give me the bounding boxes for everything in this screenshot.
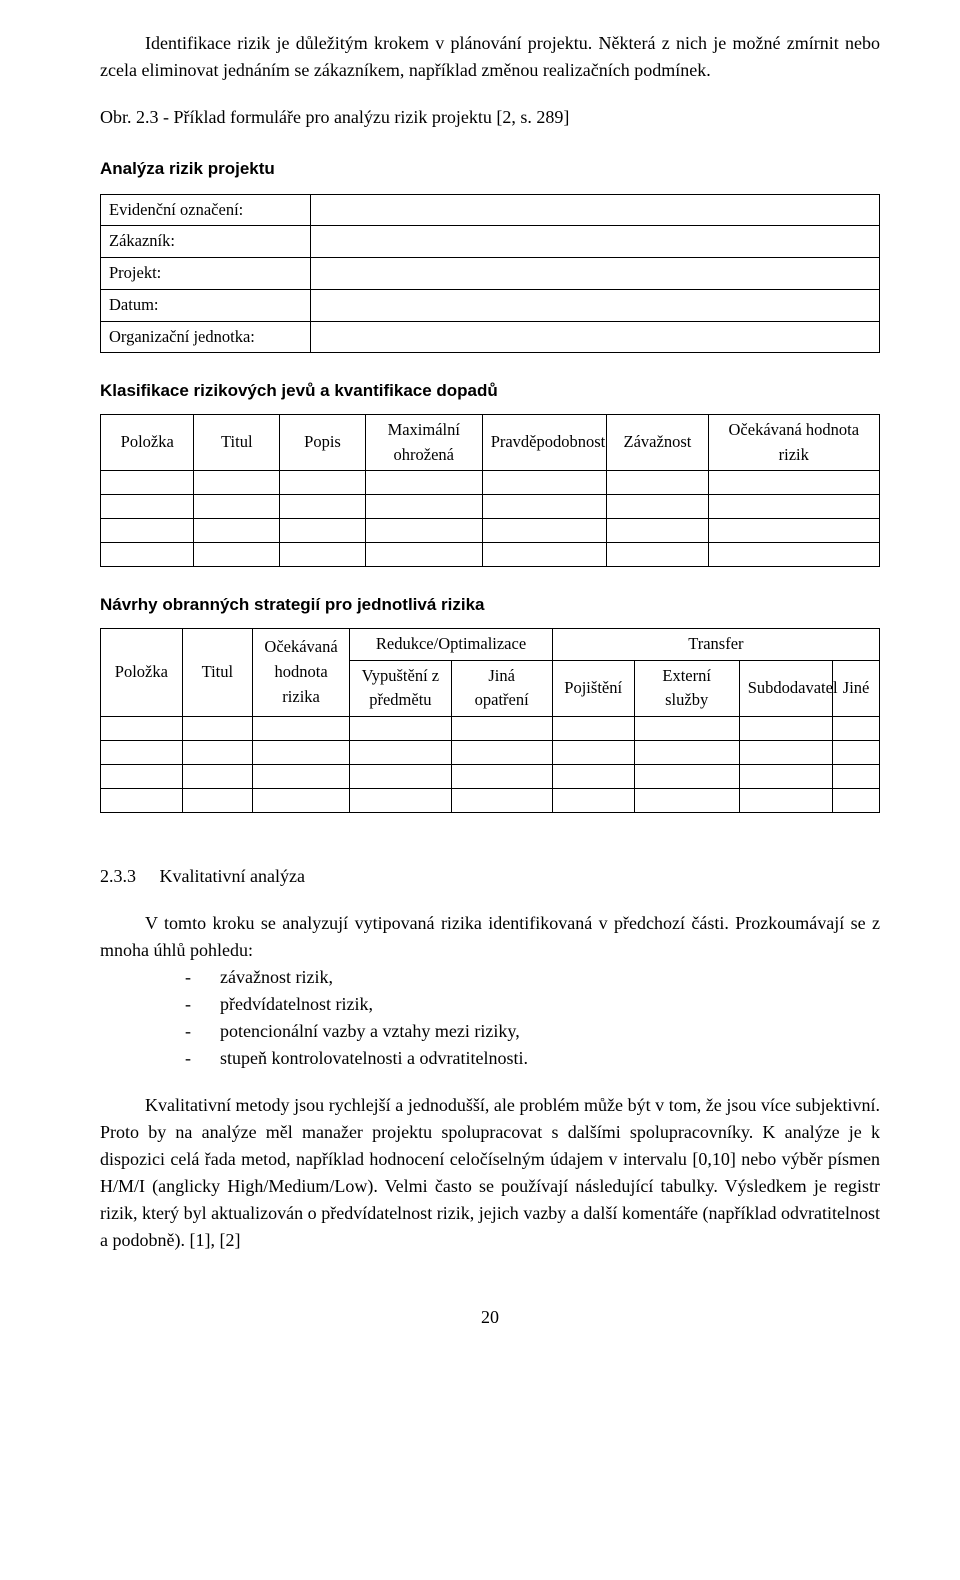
col-header: Vypuštění z předmětu (350, 660, 451, 717)
value-cell (311, 194, 880, 226)
col-header: Pojištění (552, 660, 634, 717)
form-title: Analýza rizik projektu (100, 156, 880, 182)
col-header: Popis (280, 414, 366, 471)
col-header: Položka (101, 414, 194, 471)
col-header: Očekávaná hodnota rizik (708, 414, 879, 471)
table-row: Evidenční označení: (101, 194, 880, 226)
table-row (101, 717, 880, 741)
col-header: Závažnost (607, 414, 708, 471)
section-title: Kvalitativní analýza (160, 866, 305, 886)
col-header: Titul (194, 414, 280, 471)
list-item: předvídatelnost rizik, (185, 991, 880, 1018)
col-header-group: Transfer (552, 628, 879, 660)
table-row: Zákazník: (101, 226, 880, 258)
table-row (101, 789, 880, 813)
value-cell (311, 226, 880, 258)
list-item: závažnost rizik, (185, 964, 880, 991)
col-header: Externí služby (634, 660, 739, 717)
table-header-row: Položka Titul Popis Maximální ohrožená P… (101, 414, 880, 471)
table-row (101, 495, 880, 519)
col-header: Maximální ohrožená (365, 414, 482, 471)
label-cell: Evidenční označení: (101, 194, 311, 226)
page-number: 20 (100, 1304, 880, 1331)
table-row: Projekt: (101, 258, 880, 290)
col-header: Položka (101, 628, 183, 716)
col-header: Subdodavatel (739, 660, 832, 717)
label-cell: Datum: (101, 289, 311, 321)
col-header: Titul (182, 628, 252, 716)
strategies-table: Položka Titul Očekávaná hodnota rizika R… (100, 628, 880, 813)
bullet-list: závažnost rizik, předvídatelnost rizik, … (100, 964, 880, 1072)
table-row: Datum: (101, 289, 880, 321)
col-header: Očekávaná hodnota rizika (252, 628, 349, 716)
label-cell: Projekt: (101, 258, 311, 290)
intro-paragraph: Identifikace rizik je důležitým krokem v… (100, 30, 880, 84)
col-header: Jiné (833, 660, 880, 717)
list-item: potencionální vazby a vztahy mezi riziky… (185, 1018, 880, 1045)
form-section-title: Návrhy obranných strategií pro jednotliv… (100, 592, 880, 618)
label-cell: Zákazník: (101, 226, 311, 258)
value-cell (311, 258, 880, 290)
body-paragraph: V tomto kroku se analyzují vytipovaná ri… (100, 910, 880, 964)
col-header-group: Redukce/Optimalizace (350, 628, 553, 660)
table-row: Organizační jednotka: (101, 321, 880, 353)
col-header: Jiná opatření (451, 660, 552, 717)
table-header-row: Položka Titul Očekávaná hodnota rizika R… (101, 628, 880, 660)
label-cell: Organizační jednotka: (101, 321, 311, 353)
form-section-title: Klasifikace rizikových jevů a kvantifika… (100, 378, 880, 404)
table-row (101, 741, 880, 765)
table-row (101, 519, 880, 543)
figure-caption: Obr. 2.3 - Příklad formuláře pro analýzu… (100, 104, 880, 131)
value-cell (311, 321, 880, 353)
list-item: stupeň kontrolovatelnosti a odvratitelno… (185, 1045, 880, 1072)
value-cell (311, 289, 880, 321)
table-row (101, 543, 880, 567)
form-header-table: Evidenční označení: Zákazník: Projekt: D… (100, 194, 880, 354)
section-number: 2.3.3 (100, 863, 155, 890)
table-row (101, 765, 880, 789)
body-paragraph: Kvalitativní metody jsou rychlejší a jed… (100, 1092, 880, 1254)
table-row (101, 471, 880, 495)
section-heading: 2.3.3 Kvalitativní analýza (100, 863, 880, 890)
classification-table: Položka Titul Popis Maximální ohrožená P… (100, 414, 880, 568)
col-header: Pravděpodobnost (482, 414, 607, 471)
